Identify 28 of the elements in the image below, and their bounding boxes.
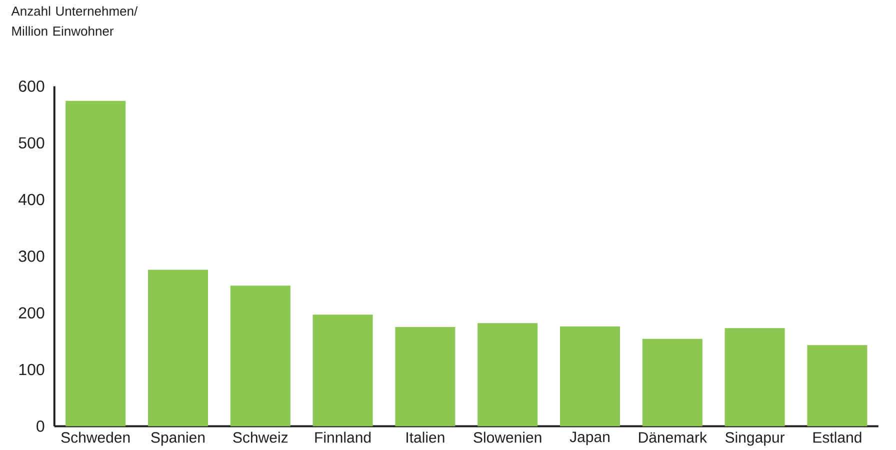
bar (478, 323, 538, 426)
bar (642, 338, 702, 426)
bar (312, 314, 373, 426)
x-tick-label: Spanien (151, 432, 205, 446)
x-tick-label: Italien (406, 432, 444, 443)
x-tick-label: Schweden (61, 432, 130, 443)
bar (148, 270, 208, 426)
y-tick-label: 500 (18, 137, 44, 149)
bar (560, 326, 620, 426)
bar (230, 286, 290, 426)
y-tick-label: 0 (36, 420, 44, 432)
x-tick-label: Dänemark (639, 432, 707, 443)
bar (66, 100, 126, 426)
y-axis-title: Anzahl Unternehmen/ Million Einwohner (11, 6, 138, 36)
x-tick-label: Japan (570, 432, 610, 446)
y-tick-label: 100 (19, 364, 44, 376)
bar (395, 327, 456, 426)
y-tick-label: 400 (18, 194, 44, 206)
x-tick-label: Estland (813, 432, 862, 443)
x-tick-label: Slowenien (474, 432, 542, 443)
x-tick-label: Finnland (315, 432, 371, 443)
x-tick-label: Singapur (725, 432, 785, 446)
y-tick-label: 600 (18, 80, 44, 92)
bar (724, 328, 785, 426)
x-tick-label: Schweiz (233, 432, 288, 443)
y-tick-label: 300 (18, 250, 44, 262)
bar (807, 345, 868, 426)
y-tick-label: 200 (18, 307, 44, 319)
